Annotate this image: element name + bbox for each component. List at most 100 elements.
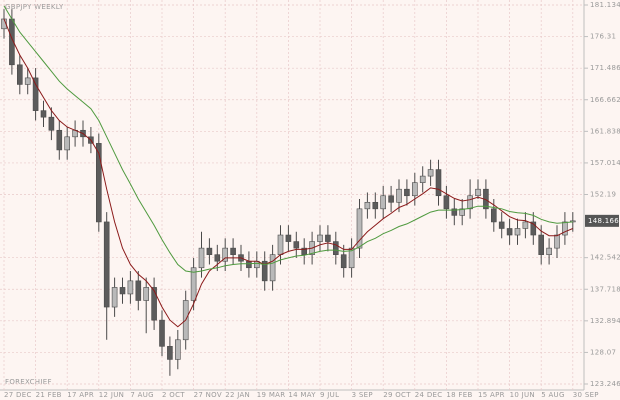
candle-body [32, 77, 39, 111]
candle-body [451, 208, 458, 216]
x-tick-label: 22 JAN [225, 391, 250, 399]
candle-body [190, 267, 197, 301]
candle-body [348, 247, 355, 269]
candle-body [506, 228, 513, 236]
candle-body [467, 195, 473, 210]
candle-body [198, 247, 205, 269]
y-tick-label: 132.894 [590, 317, 620, 325]
candle-body [96, 143, 102, 223]
candle-body [317, 234, 323, 242]
candle-body [459, 208, 466, 216]
candle-body [388, 195, 394, 203]
y-tick-label: 152.19 [590, 191, 616, 199]
candle-body [206, 247, 213, 255]
x-tick-label: 2 OCT [162, 391, 185, 399]
candle-body [103, 221, 110, 308]
candle-body [443, 195, 450, 210]
candle-body [293, 241, 300, 249]
x-tick-label: 27 DEC [4, 391, 32, 399]
candle-body [151, 287, 157, 321]
candle-body [24, 77, 31, 85]
y-tick-label: 176.31 [590, 33, 616, 41]
candle-body [56, 129, 63, 151]
candle-body [475, 188, 481, 197]
watermark: FOREXCHIEF [5, 378, 52, 386]
y-tick-label: 166.662 [590, 96, 620, 104]
candle-body [380, 195, 387, 210]
candle-body [522, 221, 529, 229]
x-tick-label: 27 NOV [194, 391, 222, 399]
candle-body [167, 346, 173, 360]
candle-body [159, 319, 165, 347]
y-tick-label: 157.014 [590, 159, 620, 167]
x-tick-label: 14 MAY [288, 391, 316, 399]
candle-body [356, 208, 363, 249]
x-tick-label: 9 JUL [320, 391, 339, 399]
candle-body [285, 234, 292, 242]
candle-body [546, 247, 552, 255]
candle-body [230, 247, 236, 255]
candle-body [246, 260, 252, 269]
x-tick-label: 30 SEP [573, 391, 599, 399]
candle-body [427, 169, 434, 177]
candle-body [143, 287, 149, 301]
candle-body [530, 221, 537, 236]
candle-body [277, 234, 284, 255]
x-tick-label: 24 DEC [415, 391, 443, 399]
x-tick-label: 18 FEB [446, 391, 472, 399]
candle-body [40, 110, 47, 118]
y-tick-label: 137.718 [590, 285, 620, 293]
candle-body [222, 247, 228, 262]
y-tick-label: 123.246 [590, 380, 620, 388]
x-tick-label: 19 MAR [257, 391, 286, 399]
chart-title: GBPJPY WEEKLY [5, 3, 64, 11]
x-tick-label: 12 JUN [99, 391, 124, 399]
candle-body [435, 169, 442, 197]
candle-body [562, 221, 568, 236]
x-tick-label: 15 APR [478, 391, 505, 399]
candle-body [396, 188, 402, 203]
y-tick-label: 171.486 [590, 64, 620, 72]
moving-average-line [3, 18, 573, 328]
y-tick-label: 161.838 [590, 127, 620, 135]
candle-body [364, 201, 371, 210]
candle-body [127, 280, 134, 295]
y-tick-label: 142.542 [590, 254, 620, 262]
candle-body [332, 241, 339, 255]
candle-body [404, 188, 410, 197]
candle-body [261, 260, 268, 282]
candle-body [119, 287, 126, 295]
candle-body [16, 64, 23, 85]
candle-body [514, 228, 521, 236]
candle-body [411, 182, 418, 197]
candle-body [490, 208, 497, 223]
y-tick-label: 128.07 [590, 348, 616, 356]
candle-body [301, 247, 308, 255]
x-tick-label: 21 FEB [36, 391, 62, 399]
candle-body [64, 136, 70, 151]
candle-body [111, 287, 118, 308]
x-tick-label: 17 APR [67, 391, 94, 399]
candle-body [538, 234, 545, 255]
candle-body [372, 201, 379, 210]
y-tick-label: 181.134 [590, 1, 620, 9]
current-price-label: 148.166 [588, 217, 619, 225]
candle-body [498, 221, 505, 229]
x-tick-label: 7 AUG [130, 391, 154, 399]
current-price-box [585, 214, 619, 227]
candle-body [135, 280, 142, 301]
candle-body [214, 254, 221, 262]
candle-body [269, 254, 276, 282]
candle-body [419, 175, 426, 183]
candle-body [554, 234, 560, 249]
x-tick-label: 3 SEP [352, 391, 373, 399]
candle-body [175, 339, 181, 360]
moving-average-line [3, 5, 573, 273]
candle-body [325, 234, 331, 242]
x-tick-label: 29 OCT [383, 391, 411, 399]
plot [1, 5, 576, 376]
candle-body [48, 116, 55, 131]
candle-body [340, 254, 347, 269]
